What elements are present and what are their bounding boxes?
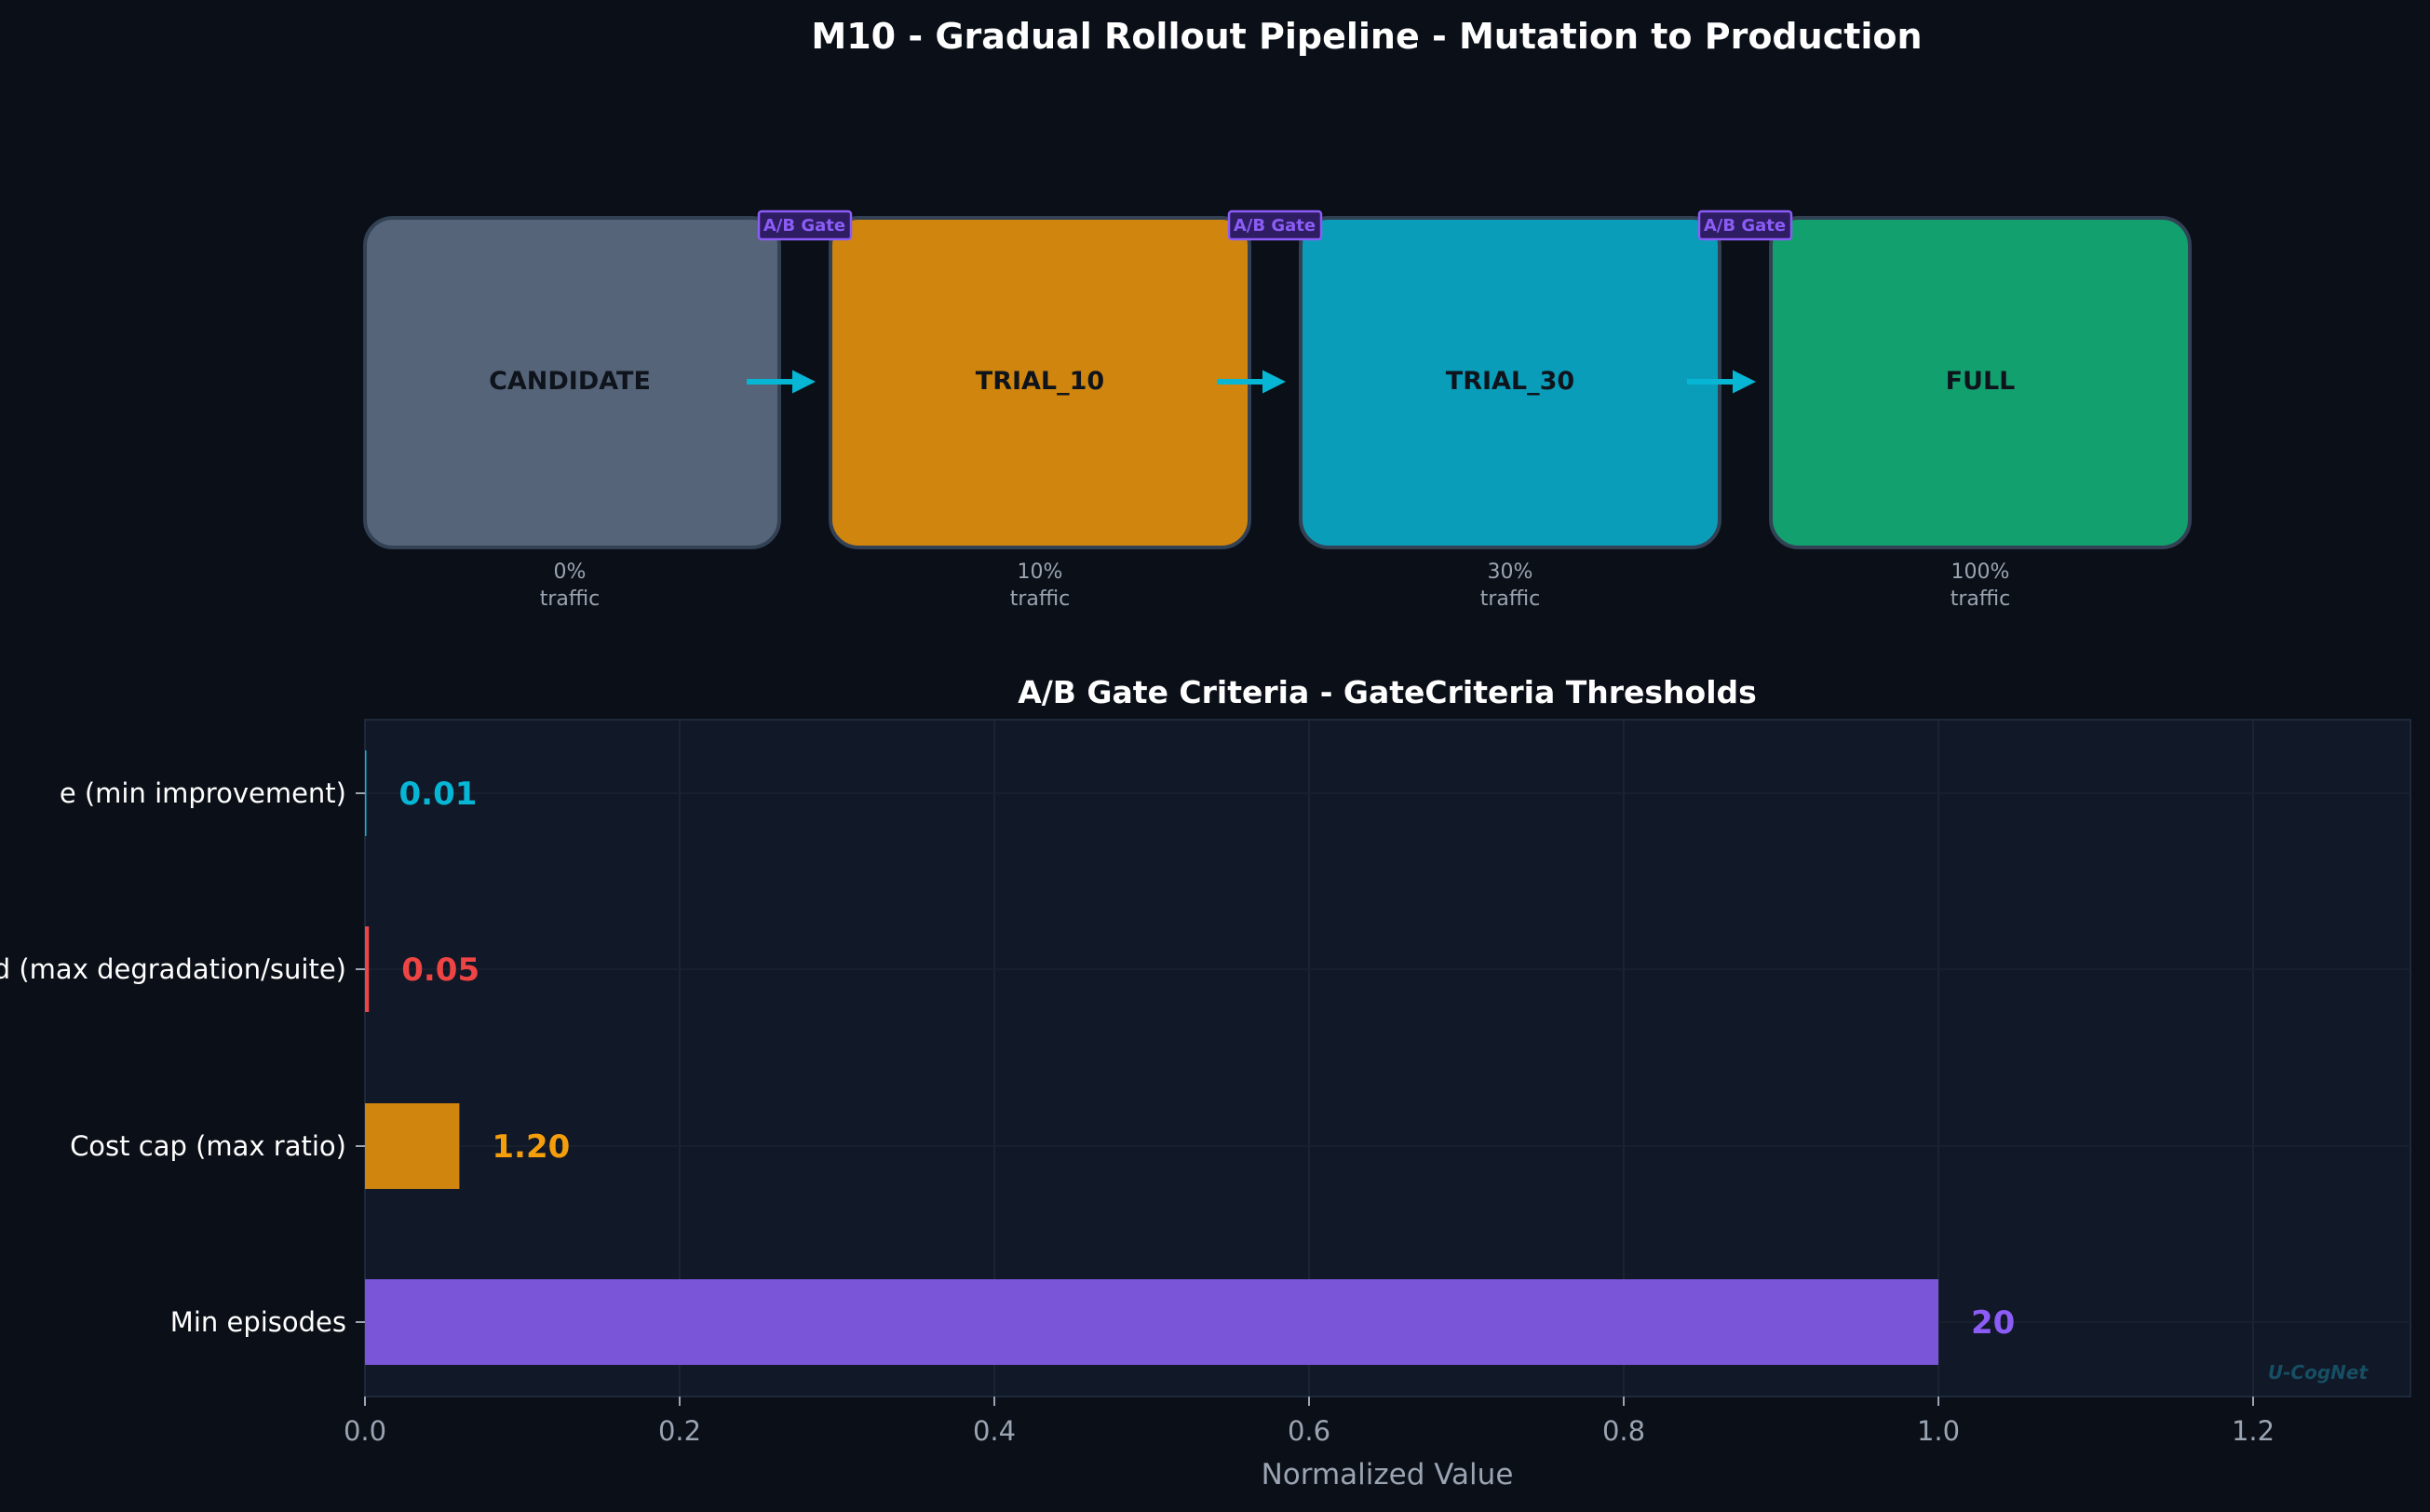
bar <box>365 926 370 1012</box>
x-tick-label: 0.4 <box>973 1415 1016 1447</box>
x-tick-label: 0.8 <box>1602 1415 1645 1447</box>
x-tick-label: 1.2 <box>2232 1415 2275 1447</box>
ab-gate-label-1: A/B Gate <box>763 216 845 236</box>
pipeline-stage-candidate: CANDIDATE 0% traffic <box>363 216 781 611</box>
bar-value-label: 1.20 <box>492 1128 570 1166</box>
category-label: Cost cap (max ratio) <box>70 1130 346 1162</box>
ab-gate-label-3: A/B Gate <box>1704 216 1786 236</box>
stage-unit-trial-10: traffic <box>1010 587 1071 611</box>
figure-title: M10 - Gradual Rollout Pipeline - Mutatio… <box>811 16 1922 57</box>
x-tick-label: 0.2 <box>658 1415 701 1447</box>
ab-gate-badge-1: A/B Gate <box>757 209 853 241</box>
bar-value-label: 0.01 <box>399 776 478 813</box>
stage-percent-trial-30: 30% <box>1488 560 1533 584</box>
category-label: d (max degradation/suite) <box>0 953 346 985</box>
x-tick-label: 0.6 <box>1288 1415 1330 1447</box>
stage-name-trial-10: TRIAL_10 <box>976 367 1104 396</box>
pipeline-stage-trial-10: TRIAL_10 10% traffic <box>829 216 1251 611</box>
ab-gate-badge-2: A/B Gate <box>1227 209 1323 241</box>
stage-percent-trial-10: 10% <box>1018 560 1063 584</box>
pipeline-stage-trial-30: TRIAL_30 30% traffic <box>1299 216 1721 611</box>
stage-name-trial-30: TRIAL_30 <box>1446 367 1574 396</box>
watermark-text: U-CogNet <box>2268 1361 2369 1384</box>
chart-category-labels: e (min improvement) d (max degradation/su… <box>0 777 365 1338</box>
x-tick-label: 1.0 <box>1917 1415 1960 1447</box>
ab-gate-badge-frame-1 <box>757 209 853 241</box>
category-label: e (min improvement) <box>60 777 346 809</box>
stage-unit-candidate: traffic <box>540 587 601 611</box>
stage-box-full <box>1769 216 2192 549</box>
bar <box>365 750 367 836</box>
bar <box>365 1279 1938 1365</box>
stage-unit-trial-30: traffic <box>1480 587 1541 611</box>
bar-value-label: 20 <box>1971 1304 2015 1342</box>
pipeline-stage-full: FULL 100% traffic <box>1769 216 2192 611</box>
stage-name-full: FULL <box>1946 367 2016 396</box>
stage-name-candidate: CANDIDATE <box>489 367 651 396</box>
chart-title: A/B Gate Criteria - GateCriteria Thresho… <box>1018 674 1757 710</box>
ab-gate-label-2: A/B Gate <box>1234 216 1316 236</box>
bar <box>365 1103 460 1189</box>
ab-gate-badge-frame-3 <box>1697 209 1793 241</box>
bar-value-label: 0.05 <box>401 952 479 989</box>
category-label: Min episodes <box>170 1306 346 1338</box>
ab-gate-badge-3: A/B Gate <box>1697 209 1793 241</box>
x-axis-label: Normalized Value <box>1262 1458 1514 1492</box>
x-tick-label: 0.0 <box>344 1415 386 1447</box>
ab-gate-badge-frame-2 <box>1227 209 1323 241</box>
stage-percent-candidate: 0% <box>554 560 587 584</box>
chart-x-ticks: 0.0 0.2 0.4 0.6 0.8 1.0 1.2 <box>344 1397 2275 1447</box>
stage-unit-full: traffic <box>1951 587 2011 611</box>
stage-percent-full: 100% <box>1951 560 2010 584</box>
chart-bars: 0.01 0.05 1.20 20 <box>365 750 2015 1365</box>
